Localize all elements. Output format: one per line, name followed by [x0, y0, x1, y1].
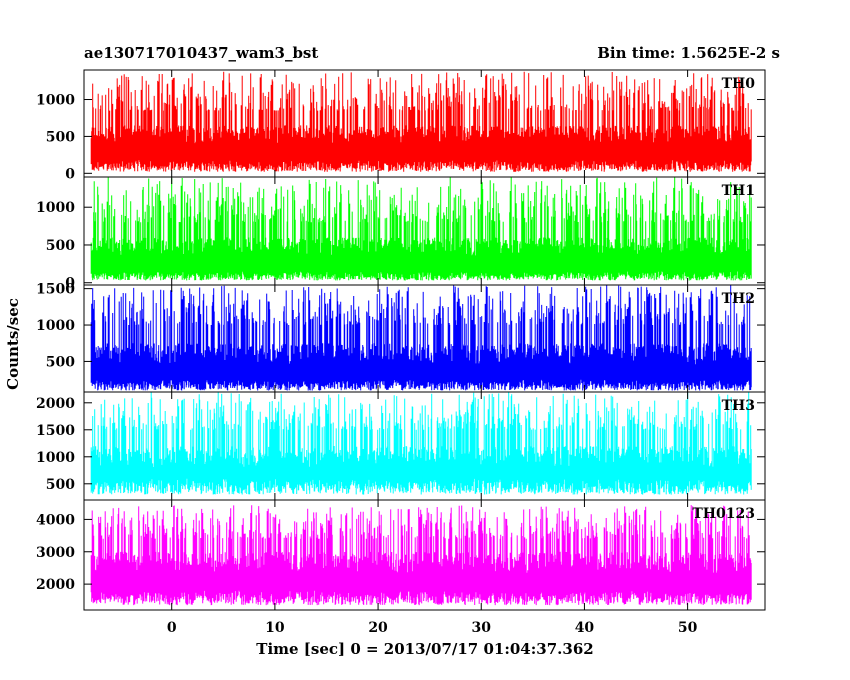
y-tick-label-th3: 1000: [36, 450, 75, 466]
x-axis-label: Time [sec] 0 = 2013/07/17 01:04:37.362: [256, 640, 593, 658]
y-tick-label-th0123: 2000: [36, 577, 75, 593]
y-tick-label-th2: 1500: [36, 282, 75, 298]
y-tick-label-th2: 1000: [36, 318, 75, 334]
y-tick-label-th0: 500: [46, 129, 75, 145]
y-tick-label-th1: 1000: [36, 200, 75, 216]
x-axis: 0 10 20 30 40 50: [167, 620, 698, 636]
panels-group: 0 500 1000 TH0 0 500 1000 TH1 500 1000 1500 TH2 500 1…: [36, 69, 766, 611]
panel-th1: 0 500 1000 TH1: [36, 176, 766, 292]
x-tick-label: 30: [472, 620, 492, 636]
panel-frame-th0123: [83, 499, 766, 611]
x-tick-label: 0: [167, 620, 177, 636]
panel-th0123: 2000 3000 4000 TH0123: [36, 499, 766, 611]
y-tick-label-th0123: 4000: [36, 512, 75, 528]
y-tick-label-th2: 500: [46, 354, 75, 370]
panel-label-th2: TH2: [722, 291, 755, 307]
y-tick-label-th1: 500: [46, 238, 75, 254]
series-line-th2: [90, 285, 752, 391]
panel-label-th3: TH3: [722, 398, 755, 414]
y-tick-label-th0123: 3000: [36, 545, 75, 561]
y-axis-label: Counts/sec: [4, 298, 22, 390]
panel-th2: 500 1000 1500 TH2: [36, 282, 766, 393]
panel-label-th1: TH1: [722, 183, 755, 199]
x-tick-label: 50: [678, 620, 698, 636]
series-line-th1: [90, 177, 752, 281]
panel-label-th0: TH0: [722, 76, 756, 92]
y-tick-label-th3: 2000: [36, 396, 75, 412]
x-tick-label: 10: [265, 620, 285, 636]
panel-th3: 500 1000 1500 2000 TH3: [36, 391, 766, 501]
x-tick-label: 40: [575, 620, 595, 636]
panel-th0: 0 500 1000 TH0: [36, 69, 766, 182]
y-tick-label-th0: 0: [65, 166, 75, 182]
y-tick-label-th0: 1000: [36, 93, 75, 109]
series-line-th3: [90, 392, 752, 495]
x-tick-label: 20: [368, 620, 388, 636]
chart-title-right: Bin time: 1.5625E-2 s: [597, 44, 780, 62]
panel-label-th0123: TH0123: [692, 506, 755, 522]
y-tick-label-th1: 0: [65, 276, 75, 292]
series-line-th0123: [90, 505, 752, 606]
y-tick-label-th3: 500: [46, 477, 75, 493]
chart-title-left: ae130717010437_wam3_bst: [84, 44, 318, 62]
series-line-th0: [90, 71, 752, 172]
y-tick-label-th3: 1500: [36, 423, 75, 439]
